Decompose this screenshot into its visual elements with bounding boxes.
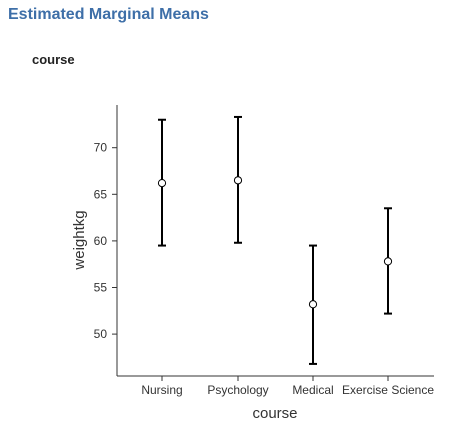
y-tick-label: 60	[94, 234, 108, 248]
x-ticks: Nursing Psychology Medical Exercise Science	[141, 376, 434, 397]
y-axis-title: weightkg	[71, 210, 88, 270]
x-axis-title: course	[252, 405, 297, 422]
y-tick-label: 55	[94, 281, 108, 295]
x-tick-label: Medical	[292, 383, 333, 397]
error-bars	[157, 115, 393, 365]
x-tick-label: Psychology	[207, 383, 268, 397]
mean-point	[157, 179, 167, 188]
y-ticks: 50 55 60 65 70	[94, 141, 117, 341]
mean-point	[308, 300, 318, 309]
y-tick-label: 65	[94, 187, 108, 201]
page-title: Estimated Marginal Means	[8, 6, 209, 23]
y-tick-label: 70	[94, 141, 108, 155]
x-tick-label: Nursing	[141, 383, 182, 397]
x-tick-label: Exercise Science	[342, 383, 434, 397]
y-tick-label: 50	[94, 327, 108, 341]
mean-point	[383, 257, 393, 266]
mean-point	[233, 176, 243, 185]
section-title: course	[32, 52, 75, 67]
